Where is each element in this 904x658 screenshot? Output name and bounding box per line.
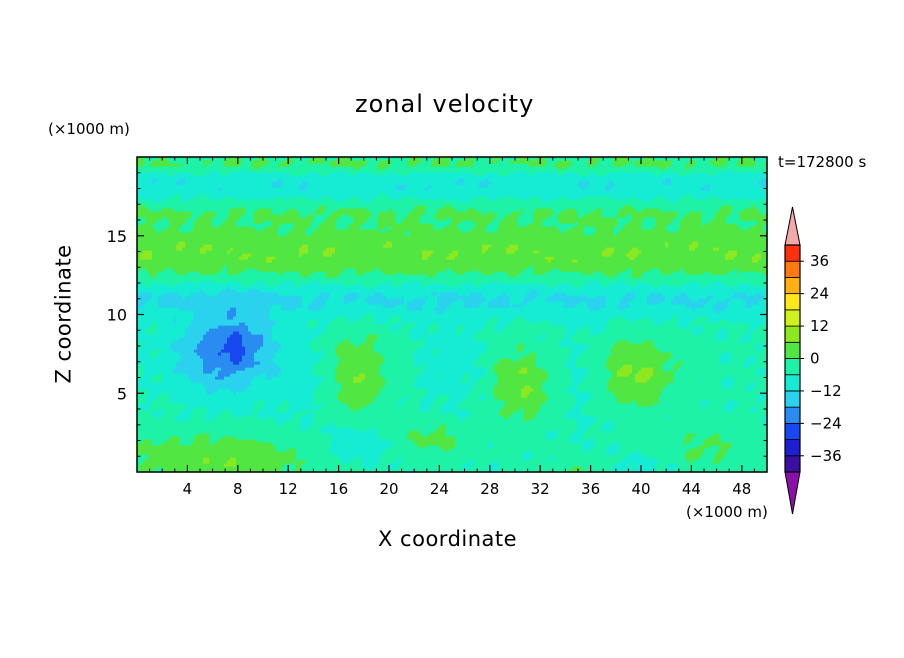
contour-field	[137, 157, 768, 473]
